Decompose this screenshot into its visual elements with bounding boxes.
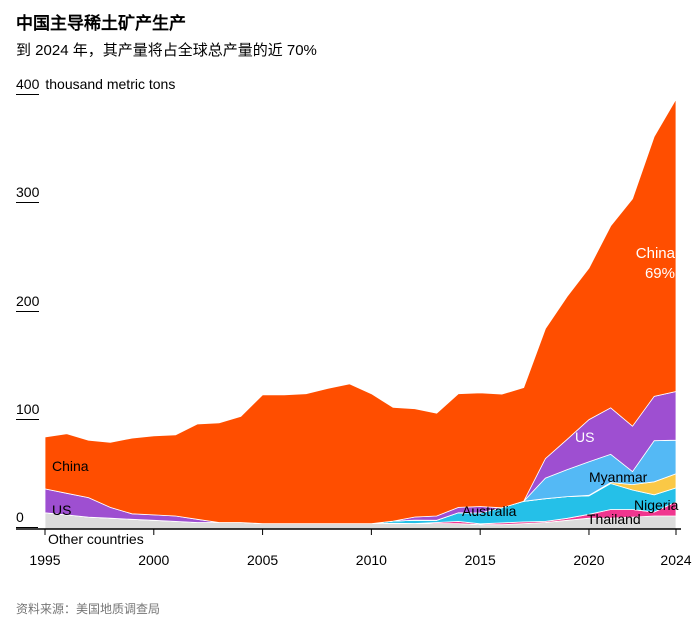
page-title: 中国主导稀土矿产生产 bbox=[16, 14, 186, 33]
label-china-left: China bbox=[52, 458, 89, 474]
y-tick-value: 400 bbox=[16, 76, 40, 95]
y-tick-value: 0 bbox=[16, 509, 38, 528]
x-tick-label: 2024 bbox=[660, 552, 692, 568]
chart-subtitle: 到 2024 年，其产量将占全球总产量的近 70% bbox=[16, 42, 317, 59]
x-tick-label: 2000 bbox=[138, 552, 170, 568]
source-note: 资料来源：美国地质调查局 bbox=[16, 602, 161, 616]
label-china-share-name: China bbox=[635, 245, 675, 262]
x-tick-label: 2015 bbox=[464, 552, 496, 568]
label-us-left: US bbox=[52, 502, 72, 518]
label-australia: Australia bbox=[462, 503, 517, 519]
area-china bbox=[44, 97, 677, 524]
y-tick-value: 100 bbox=[16, 401, 40, 420]
x-tick-label: 1995 bbox=[29, 552, 61, 568]
label-china-share: China 69% bbox=[636, 244, 675, 285]
y-axis-unit: thousand metric tons bbox=[45, 76, 176, 92]
y-tick-label: 0 bbox=[16, 509, 38, 528]
label-china-share-value: 69% bbox=[644, 265, 675, 283]
label-other-countries: Other countries bbox=[48, 531, 144, 547]
x-tick-label: 2005 bbox=[247, 552, 279, 568]
x-tick-label: 2010 bbox=[355, 552, 387, 568]
y-tick-label: 100 bbox=[16, 401, 40, 420]
y-tick-label: 300 bbox=[16, 184, 40, 204]
y-tick-value: 300 bbox=[16, 184, 40, 204]
label-nigeria: Nigeria bbox=[634, 497, 679, 513]
y-tick-label: 400 thousand metric tons bbox=[16, 76, 175, 95]
label-myanmar: Myanmar bbox=[589, 469, 648, 485]
label-us-right: US bbox=[575, 429, 595, 445]
y-tick-label: 200 bbox=[16, 293, 40, 312]
label-thailand: Thailand bbox=[587, 511, 641, 527]
y-tick-value: 200 bbox=[16, 293, 40, 312]
x-tick-label: 2020 bbox=[573, 552, 605, 568]
